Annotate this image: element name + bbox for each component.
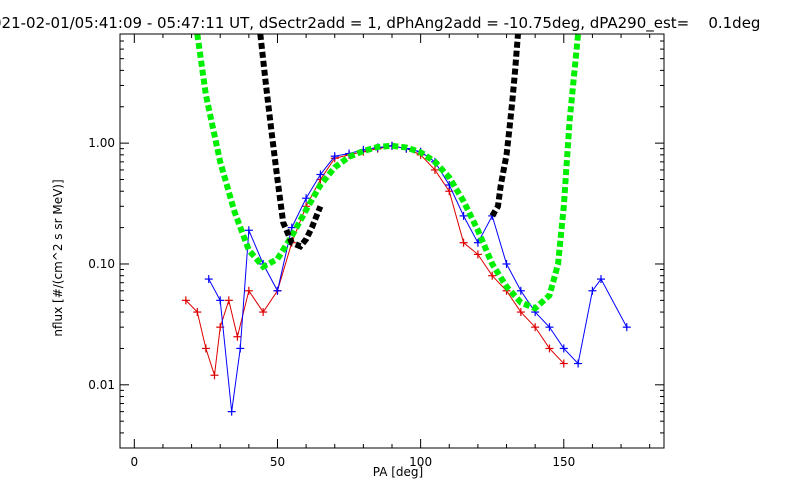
y-axis-label: nflux [#/(cm^2 s sr MeV)] xyxy=(51,179,65,336)
data-point xyxy=(259,308,268,317)
data-point xyxy=(244,226,253,235)
data-point xyxy=(473,250,482,259)
data-point xyxy=(316,170,325,179)
y-tick-label: 1.00 xyxy=(88,136,115,150)
data-point xyxy=(201,344,210,353)
data-point xyxy=(459,211,468,220)
x-tick-label: 100 xyxy=(409,455,432,469)
data-point xyxy=(502,259,511,268)
data-point xyxy=(193,308,202,317)
data-point xyxy=(516,286,525,295)
data-point xyxy=(488,271,497,280)
data-point xyxy=(181,296,190,305)
data-point xyxy=(273,286,282,295)
data-point xyxy=(227,407,236,416)
series-layer xyxy=(181,34,631,416)
data-point xyxy=(622,323,631,332)
data-point xyxy=(244,286,253,295)
data-point xyxy=(430,165,439,174)
data-point xyxy=(531,323,540,332)
data-point xyxy=(574,359,583,368)
data-point xyxy=(330,152,339,161)
data-point xyxy=(559,359,568,368)
data-point xyxy=(236,344,245,353)
x-tick-label: 0 xyxy=(130,455,138,469)
fit-curve-3-0 xyxy=(257,34,324,250)
plot-frame xyxy=(119,33,665,449)
data-point xyxy=(559,344,568,353)
series-line-1 xyxy=(208,145,628,412)
x-axis-label: PA [deg] xyxy=(373,465,423,479)
x-tick-label: 150 xyxy=(552,455,575,469)
x-tick-label: 50 xyxy=(270,455,285,469)
data-point xyxy=(224,296,233,305)
y-tick-label: 0.10 xyxy=(88,257,115,271)
fit-curve-2-0 xyxy=(194,34,582,312)
data-point xyxy=(210,371,219,380)
series-2 xyxy=(194,34,582,312)
series-3 xyxy=(257,34,521,250)
chart-title: 021-02-01/05:41:09 - 05:47:11 UT, dSectr… xyxy=(0,14,761,32)
series-0 xyxy=(181,141,568,380)
series-line-0 xyxy=(185,145,565,376)
data-point xyxy=(516,308,525,317)
data-point xyxy=(216,296,225,305)
data-point xyxy=(545,323,554,332)
data-point xyxy=(459,238,468,247)
data-point xyxy=(597,275,606,284)
data-point xyxy=(233,332,242,341)
data-point xyxy=(545,344,554,353)
fit-curve-3-1 xyxy=(489,34,521,218)
data-point xyxy=(302,194,311,203)
axes-layer: 0 50 100 150 0.01 0.10 1.00 xyxy=(88,33,665,469)
y-tick-label: 0.01 xyxy=(88,378,115,392)
data-point xyxy=(588,286,597,295)
data-point xyxy=(204,275,213,284)
